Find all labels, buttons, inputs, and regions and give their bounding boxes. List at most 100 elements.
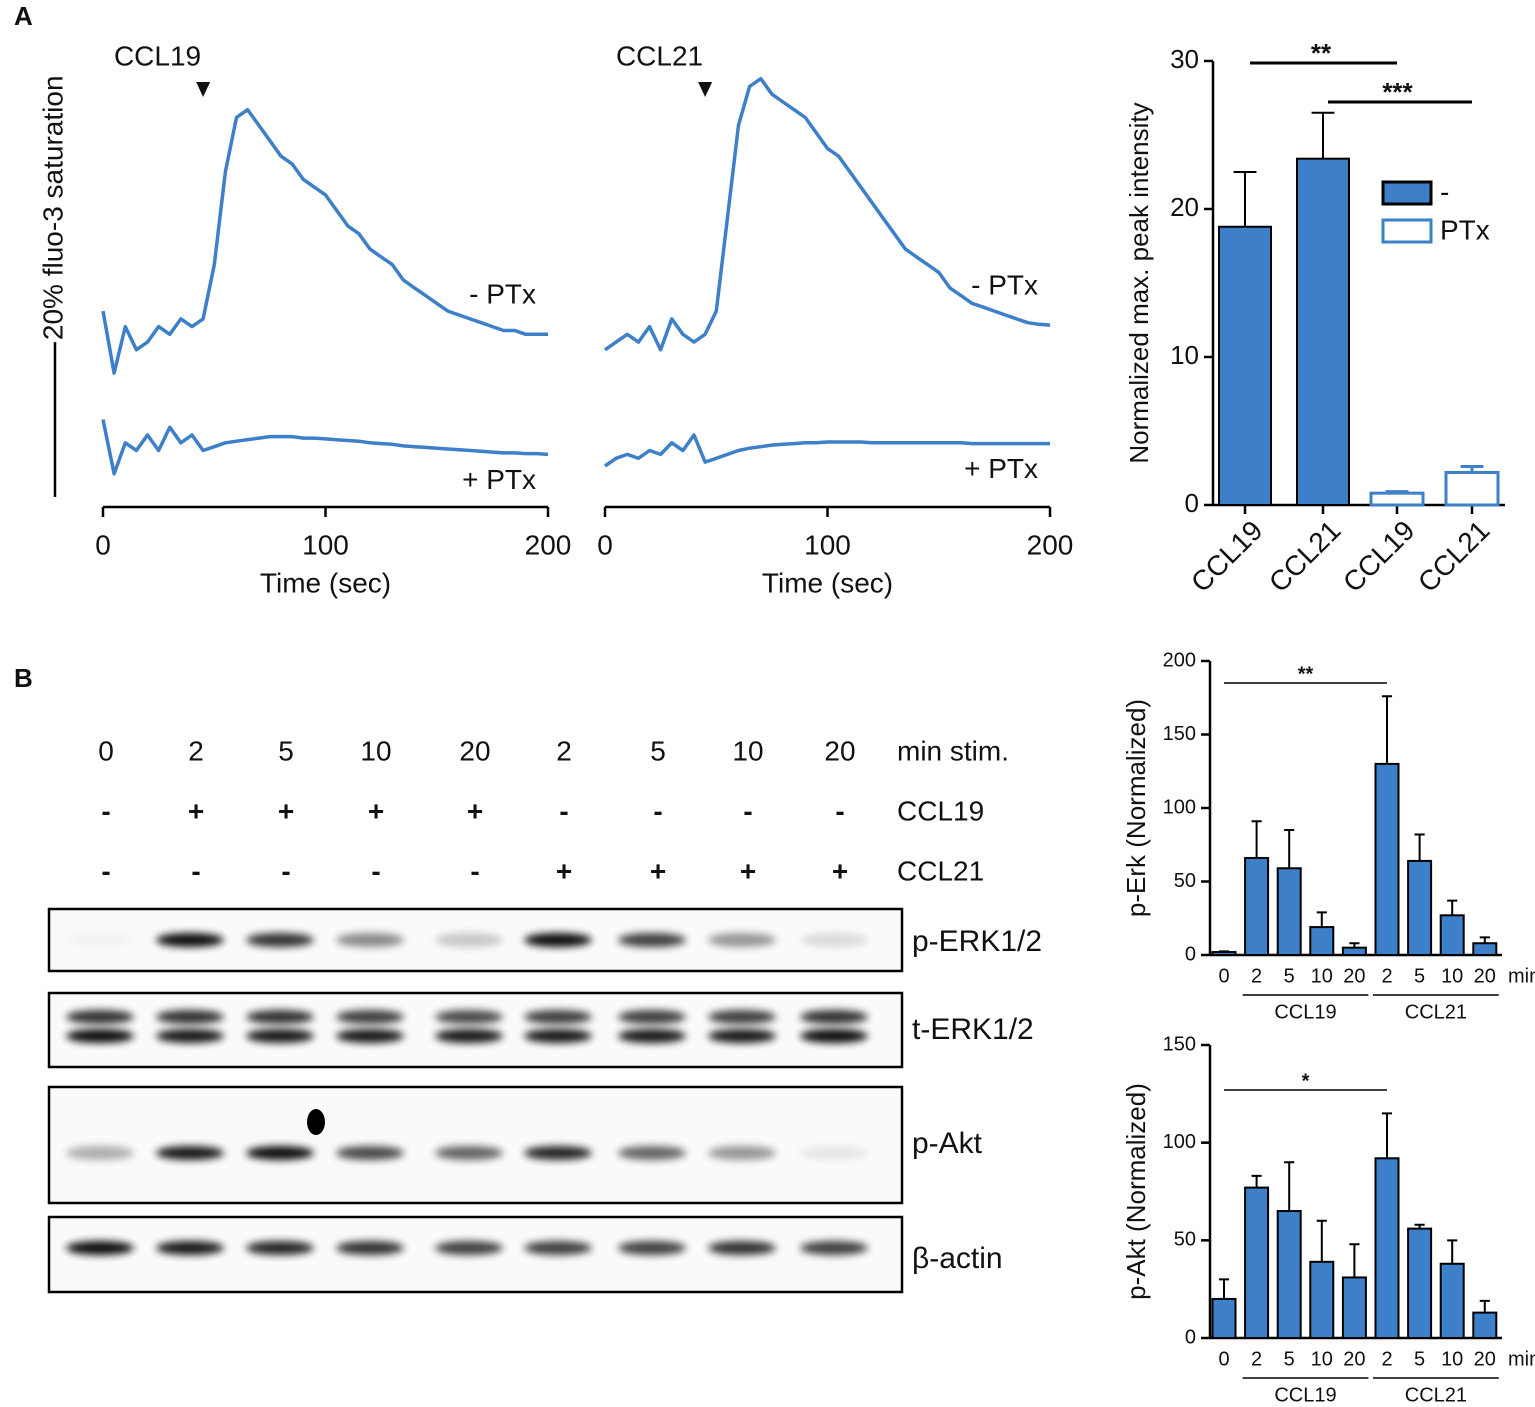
trace [604, 433, 1050, 468]
blot-label: p-Akt [912, 1127, 983, 1160]
blot-band [246, 1029, 314, 1043]
error-bar [1251, 820, 1262, 858]
trace [604, 76, 1051, 352]
y-tick-label: 150 [1163, 723, 1196, 745]
significance-label: *** [1382, 77, 1413, 107]
group-label: CCL19 [1274, 1384, 1336, 1406]
bar [1276, 1210, 1302, 1339]
blot-label: β-actin [912, 1242, 1003, 1275]
x-tick-label: 200 [525, 529, 572, 560]
blot-band [524, 1029, 592, 1043]
lane-label: - [101, 855, 110, 886]
blot-band [246, 1146, 314, 1160]
row-label: CCL19 [897, 795, 984, 826]
y-tick-label: 20 [1170, 192, 1199, 222]
lane-label: - [653, 795, 662, 826]
bar [1211, 1297, 1237, 1340]
y-tick-label: 150 [1163, 1033, 1196, 1055]
y-tick-label: 30 [1170, 44, 1199, 74]
lane-label: + [832, 855, 848, 886]
group-label: CCL21 [1405, 1384, 1467, 1406]
blot-panel [47, 907, 904, 973]
x-tick-label: 0 [95, 529, 111, 560]
stimulus-arrow [196, 82, 211, 97]
blot-band [336, 1241, 404, 1255]
x-tick-label: CCL21 [1412, 515, 1496, 599]
error-bar [1316, 1219, 1327, 1262]
trace [101, 419, 549, 476]
blot-band [708, 1241, 776, 1255]
error-bar [1284, 829, 1295, 869]
x-tick-label: 100 [804, 529, 851, 560]
x-tick-label: 5 [1284, 965, 1295, 987]
group-label: CCL21 [1405, 1001, 1467, 1023]
bar [1472, 1311, 1498, 1340]
y-tick-label: 50 [1174, 1229, 1196, 1251]
blot-band [336, 1029, 404, 1043]
x-tick-label: 10 [1311, 965, 1333, 987]
lane-label: + [368, 795, 384, 826]
lane-label: 10 [360, 735, 391, 766]
lane-label: + [188, 795, 204, 826]
error-bar [1218, 1278, 1230, 1299]
blot-band [66, 933, 134, 947]
bar [1244, 856, 1270, 956]
x-tick-label: 5 [1284, 1348, 1295, 1370]
bar [1407, 1227, 1433, 1339]
x-tick-label: 5 [1414, 1348, 1425, 1370]
blot-band [618, 1241, 686, 1255]
bar [1309, 926, 1335, 957]
error-bar [1414, 833, 1425, 861]
bar [1374, 762, 1400, 957]
trace-label: - PTx [469, 279, 536, 310]
bar [1341, 946, 1367, 957]
group-label: CCL19 [1274, 1001, 1336, 1023]
blot-band [66, 1241, 134, 1255]
lane-label: 20 [459, 735, 490, 766]
error-bar [1381, 1112, 1393, 1159]
blot-band [156, 1146, 224, 1160]
y-tick-label: 100 [1163, 1131, 1196, 1153]
error-bar [1316, 911, 1327, 928]
blot-band [66, 1146, 134, 1160]
blot-band [246, 1010, 314, 1024]
stimulus-label: CCL19 [114, 40, 201, 71]
x-tick-label: 20 [1343, 1348, 1365, 1370]
blot-band [156, 1241, 224, 1255]
x-axis-label: Time (sec) [260, 567, 391, 598]
lane-label: 2 [188, 735, 204, 766]
legend-swatch [1381, 218, 1433, 244]
blot-band [524, 1146, 592, 1160]
significance-label: ** [1298, 663, 1314, 685]
y-tick-label: 100 [1163, 796, 1196, 818]
lane-label: - [743, 795, 752, 826]
blot-band [800, 1010, 868, 1024]
bar [1439, 914, 1465, 956]
x-tick-label: 20 [1474, 1348, 1496, 1370]
x-tick-label: 2 [1381, 965, 1392, 987]
bar [1276, 867, 1302, 957]
error-bar [1349, 1243, 1360, 1278]
x-tick-label: 200 [1027, 529, 1074, 560]
lane-label: 20 [824, 735, 855, 766]
lane-label: 0 [98, 735, 114, 766]
blot-band [708, 1010, 776, 1024]
blot-band [246, 1241, 314, 1255]
blot-panel [47, 1085, 904, 1205]
blot-band [800, 1241, 868, 1255]
x-tick-label: 20 [1343, 965, 1365, 987]
blot-band [524, 933, 592, 947]
bar [1218, 225, 1272, 506]
lane-label: 5 [650, 735, 666, 766]
scale-bar-label: 20% fluo-3 saturation [37, 75, 68, 340]
row-label: min stim. [897, 735, 1009, 766]
lane-label: - [835, 795, 844, 826]
x-tick-label: CCL19 [1337, 515, 1421, 599]
x-unit: min [1508, 965, 1535, 987]
legend-label: - [1440, 176, 1449, 207]
blot-band [618, 933, 686, 947]
error-bar [1381, 695, 1393, 764]
error-bar [1447, 1239, 1458, 1264]
blot-band [156, 933, 224, 947]
error-bar [1284, 1161, 1295, 1212]
